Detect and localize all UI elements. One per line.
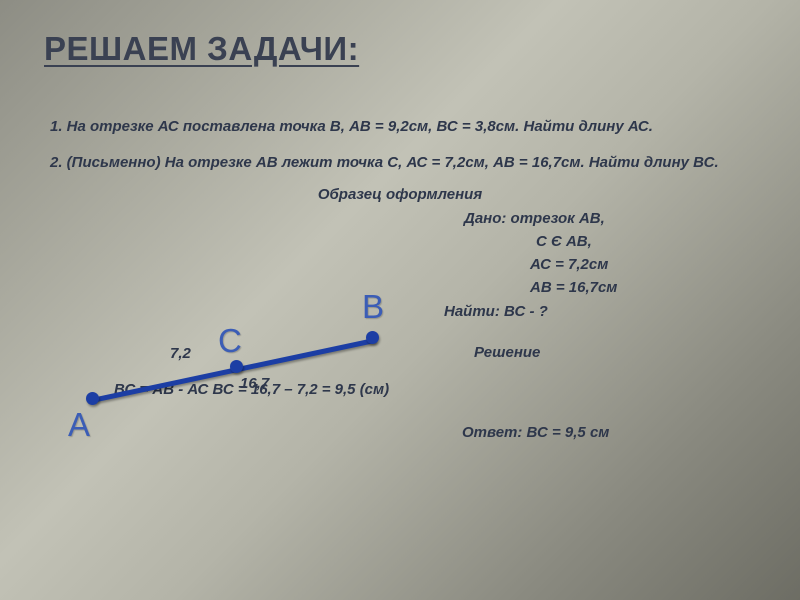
sample-heading: Образец оформления xyxy=(44,186,756,203)
given-line-3: АС = 7,2см xyxy=(44,253,756,276)
given-line-1: Дано: отрезок АВ, xyxy=(44,207,756,230)
spacer xyxy=(44,364,756,378)
slide-title: РЕШАЕМ ЗАДАЧИ: xyxy=(44,30,756,68)
answer-line: Ответ: ВС = 9,5 см xyxy=(44,421,756,444)
given-line-2: С Є АВ, xyxy=(44,230,756,253)
solution-heading: Решение xyxy=(44,341,756,364)
spacer xyxy=(44,323,756,341)
slide: РЕШАЕМ ЗАДАЧИ: 1. На отрезке АС поставле… xyxy=(0,0,800,600)
problem-2: 2. (Письменно) На отрезке АВ лежит точка… xyxy=(44,152,756,174)
slide-body: 1. На отрезке АС поставлена точка В, АВ … xyxy=(44,116,756,445)
given-block: Дано: отрезок АВ, С Є АВ, АС = 7,2см АВ … xyxy=(44,207,756,323)
spacer xyxy=(44,401,756,421)
given-line-5: Найти: ВС - ? xyxy=(44,300,756,323)
problem-1: 1. На отрезке АС поставлена точка В, АВ … xyxy=(44,116,756,138)
given-line-4: АВ = 16,7см xyxy=(44,276,756,299)
solution-line: ВС = АВ - АС ВС = 16,7 – 7,2 = 9,5 (см) xyxy=(44,378,756,401)
